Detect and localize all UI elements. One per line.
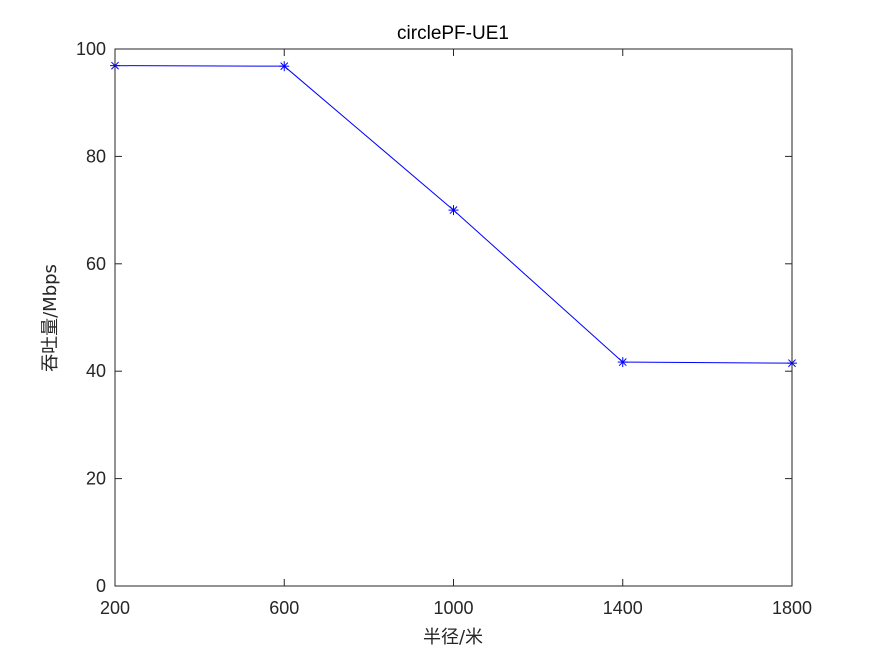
x-tick-label: 600 <box>269 598 299 618</box>
chart-title: circlePF-UE1 <box>397 23 509 44</box>
axes-box <box>114 48 793 587</box>
plot-area <box>115 49 792 586</box>
y-tick-label: 60 <box>86 254 106 274</box>
x-tick-label: 200 <box>100 598 130 618</box>
y-tick-label: 40 <box>86 361 106 381</box>
x-tick-label: 1000 <box>433 598 473 618</box>
x-tick-label: 1800 <box>772 598 812 618</box>
data-point-marker <box>448 205 459 216</box>
y-tick-label: 20 <box>86 469 106 489</box>
data-point-marker <box>279 61 290 72</box>
data-point-marker <box>617 357 628 368</box>
x-tick-label: 1400 <box>603 598 643 618</box>
x-axis-title: 半径/米 <box>423 627 483 648</box>
y-tick-label: 80 <box>86 146 106 166</box>
y-tick-label: 100 <box>76 39 106 59</box>
y-tick-label: 0 <box>96 576 106 596</box>
y-axis-title: 吞吐量/Mbps <box>40 264 61 372</box>
